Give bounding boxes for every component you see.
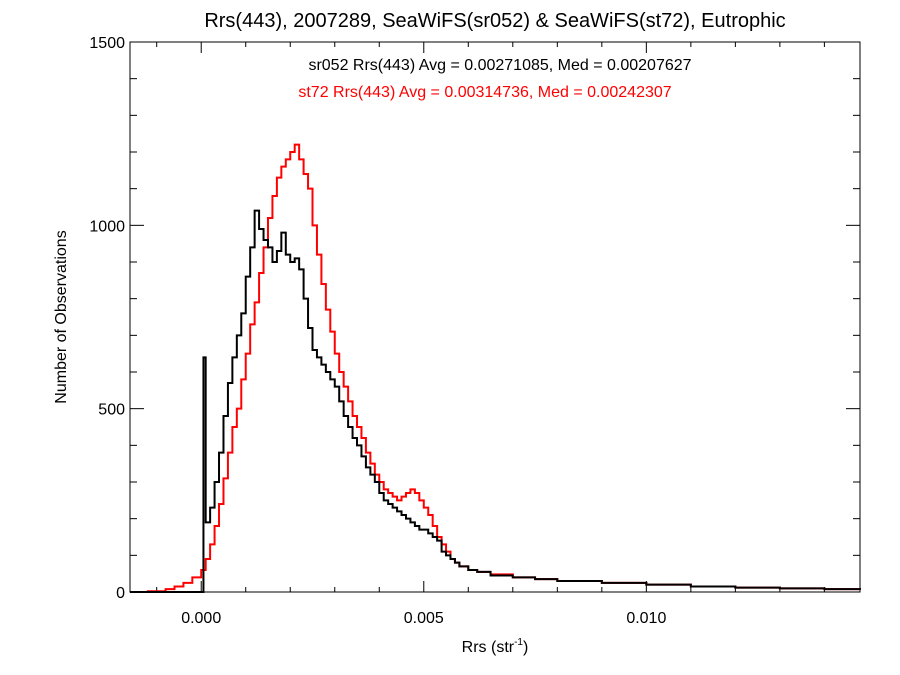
chart-title: Rrs(443), 2007289, SeaWiFS(sr052) & SeaW…: [204, 10, 785, 32]
y-axis-label: Number of Observations: [53, 230, 70, 403]
annotation-st72: st72 Rrs(443) Avg = 0.00314736, Med = 0.…: [298, 84, 671, 101]
series-st72-line: [130, 143, 861, 593]
x-tick-label-1: 0.005: [404, 610, 444, 627]
y-tick-label-3: 1500: [89, 35, 125, 52]
y-tick-label-0: 0: [116, 585, 125, 602]
annotation-sr052: sr052 Rrs(443) Avg = 0.00271085, Med = 0…: [308, 57, 691, 74]
series-layer: [130, 143, 861, 593]
series-sr052-line: [130, 209, 861, 593]
axes: 0.000 0.005 0.010 0 500 1000 1500: [89, 35, 860, 627]
y-tick-label-2: 1000: [89, 218, 125, 235]
x-axis-label-sup: -1: [514, 637, 523, 648]
x-axis-label-main: Rrs (str: [462, 639, 515, 656]
x-tick-label-0: 0.000: [181, 610, 221, 627]
plot-frame: [129, 41, 861, 593]
y-tick-label-1: 500: [98, 402, 125, 419]
x-tick-label-2: 0.010: [626, 610, 666, 627]
x-axis-label-end: ): [523, 639, 528, 656]
x-axis-label: Rrs (str-1): [462, 637, 529, 656]
